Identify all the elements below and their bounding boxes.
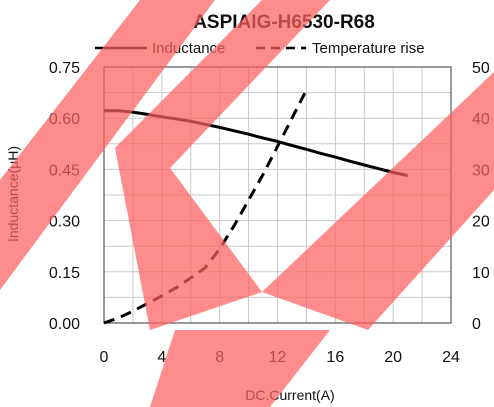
y2-tick-label: 0 xyxy=(472,316,481,333)
x-tick-label: 0 xyxy=(100,349,109,366)
legend-label-temperature-rise: Temperature rise xyxy=(312,40,425,57)
x-tick-label: 16 xyxy=(326,349,344,366)
y2-tick-label: 20 xyxy=(472,214,490,231)
y-tick-label: 0.00 xyxy=(49,316,80,333)
y2-tick-label: 10 xyxy=(472,265,490,282)
x-tick-label: 20 xyxy=(384,349,402,366)
y2-tick-label: 50 xyxy=(472,60,490,77)
y-tick-label: 0.15 xyxy=(49,265,80,282)
watermark-band xyxy=(115,148,262,330)
y-tick-label: 0.75 xyxy=(49,60,80,77)
x-tick-label: 4 xyxy=(157,349,166,366)
y-tick-label: 0.30 xyxy=(49,214,80,231)
watermark-band xyxy=(115,0,330,168)
watermark-band xyxy=(150,330,330,407)
watermark-band xyxy=(262,72,494,330)
x-tick-label: 24 xyxy=(442,349,460,366)
watermark-band xyxy=(0,0,215,290)
